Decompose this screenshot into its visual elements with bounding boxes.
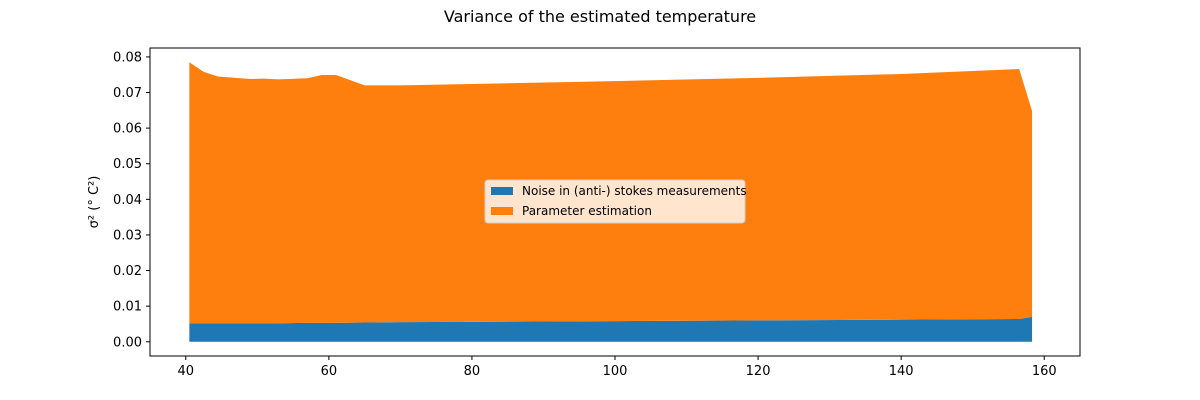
y-tick-label: 0.05 <box>113 157 142 172</box>
x-tick-label: 100 <box>603 364 628 379</box>
x-tick-label: 160 <box>1032 364 1057 379</box>
y-tick-label: 0.07 <box>113 86 142 101</box>
y-tick-label: 0.03 <box>113 228 142 243</box>
legend-label-1: Parameter estimation <box>522 204 652 218</box>
y-tick-label: 0.02 <box>113 264 142 279</box>
y-tick-label: 0.01 <box>113 300 142 315</box>
legend-swatch-1 <box>491 207 513 215</box>
y-axis-label: σ² (° C²) <box>87 176 102 229</box>
x-tick-label: 40 <box>177 364 194 379</box>
x-tick-label: 120 <box>746 364 771 379</box>
y-tick-label: 0.04 <box>113 193 142 208</box>
y-axis: 0.00 0.01 0.02 0.03 0.04 0.05 0.06 0.07 0.08 <box>113 50 150 350</box>
legend: Noise in (anti-) stokes measurements Para… <box>484 179 747 224</box>
area-series-0 <box>189 316 1033 342</box>
y-tick-label: 0.06 <box>113 122 142 137</box>
legend-box <box>484 179 746 224</box>
x-tick-label: 60 <box>321 364 338 379</box>
legend-swatch-0 <box>491 187 513 195</box>
y-tick-label: 0.00 <box>113 335 142 350</box>
chart-title: Variance of the estimated temperature <box>444 7 756 26</box>
x-tick-label: 80 <box>464 364 481 379</box>
x-tick-label: 140 <box>889 364 914 379</box>
x-axis: 40 60 80 100 120 140 160 <box>177 356 1057 379</box>
y-tick-label: 0.08 <box>113 50 142 65</box>
legend-label-0: Noise in (anti-) stokes measurements <box>522 184 747 198</box>
